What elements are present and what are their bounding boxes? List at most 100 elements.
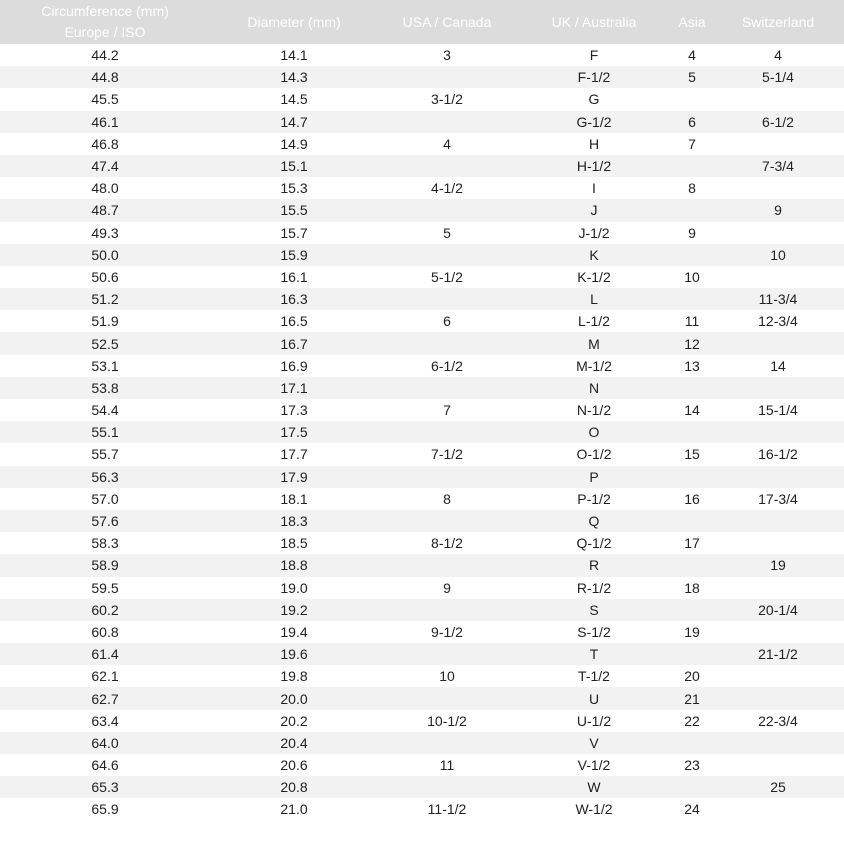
header-circumference: Circumference (mm) Europe / ISO [0,0,210,44]
cell-circumference: 64.0 [0,731,210,754]
cell-asia: 10 [684,268,700,285]
cell-circumference: 44.8 [0,66,210,89]
cell-asia: 24 [684,801,700,818]
cell-circumference: 46.1 [0,110,210,133]
table-row: 57.0 18.1 8 P-1/2 16 17-3/4 [0,488,844,510]
cell-asia: 16 [684,490,700,507]
cell-asia [672,598,712,621]
header-row: Circumference (mm) Europe / ISO Diameter … [0,0,844,44]
table-row: 50.0 15.9 K 10 [0,243,844,266]
cell-switzerland [712,577,844,599]
cell-asia: 23 [684,757,700,774]
cell-circumference: 63.4 [91,712,119,729]
cell-asia: 13 [684,357,700,374]
cell-switzerland [712,88,844,110]
cell-switzerland: 14 [770,357,786,374]
cell-diameter: 20.4 [210,731,378,754]
cell-usa-canada [378,199,516,222]
table-row: 51.2 16.3 L 11-3/4 [0,288,844,311]
cell-uk-australia: H-1/2 [516,154,672,178]
cell-circumference: 50.6 [91,268,119,285]
cell-circumference: 55.7 [91,446,119,463]
cell-usa-canada: 8-1/2 [431,535,463,552]
table-row: 64.6 20.6 11 V-1/2 23 [0,754,844,776]
cell-switzerland: 6-1/2 [712,110,844,133]
cell-usa-canada: 10-1/2 [427,712,467,729]
table-row: 46.1 14.7 G-1/2 6 6-1/2 [0,110,844,133]
header-usa-canada: USA / Canada [378,0,516,44]
cell-uk-australia: K-1/2 [577,268,611,285]
table-row: 44.8 14.3 F-1/2 5 5-1/4 [0,66,844,89]
cell-circumference: 61.4 [0,643,210,666]
cell-usa-canada: 5-1/2 [431,268,463,285]
cell-usa-canada [378,643,516,666]
cell-circumference: 57.6 [0,509,210,533]
table-row: 62.7 20.0 U 21 [0,687,844,710]
cell-circumference: 51.9 [91,313,119,330]
cell-switzerland [712,266,844,288]
cell-uk-australia: U-1/2 [576,712,612,729]
table-row: 64.0 20.4 V [0,731,844,754]
cell-diameter: 16.7 [210,332,378,355]
cell-usa-canada [378,154,516,178]
cell-uk-australia: U [516,687,672,710]
table-row: 51.9 16.5 6 L-1/2 11 12-3/4 [0,310,844,332]
cell-circumference: 57.0 [91,490,119,507]
cell-uk-australia: O [516,421,672,444]
cell-diameter: 18.5 [280,535,308,552]
cell-switzerland [712,421,844,444]
cell-asia: 8 [688,180,696,197]
cell-circumference: 65.9 [91,801,119,818]
cell-usa-canada: 4-1/2 [431,180,463,197]
cell-diameter: 19.8 [280,668,308,685]
cell-usa-canada [378,110,516,133]
cell-diameter: 14.9 [280,135,308,152]
header-circumference-line1: Circumference (mm) [41,3,169,19]
cell-asia [672,554,712,577]
cell-switzerland: 4 [774,47,782,64]
cell-diameter: 18.8 [210,554,378,577]
cell-circumference: 47.4 [0,154,210,178]
cell-diameter: 20.8 [210,776,378,799]
table-row: 57.6 18.3 Q [0,509,844,533]
header-circumference-line2: Europe / ISO [64,24,146,40]
cell-uk-australia: R-1/2 [576,579,612,596]
cell-circumference: 52.5 [0,332,210,355]
cell-asia [672,465,712,488]
cell-uk-australia: P [516,465,672,488]
cell-switzerland [712,621,844,643]
cell-diameter: 21.0 [280,801,308,818]
cell-circumference: 51.2 [0,288,210,311]
cell-usa-canada: 7-1/2 [431,446,463,463]
cell-asia: 17 [684,535,700,552]
table-row: 58.9 18.8 R 19 [0,554,844,577]
cell-uk-australia: Q [516,509,672,533]
cell-uk-australia: Q-1/2 [576,535,612,552]
cell-switzerland [712,798,844,820]
cell-uk-australia: M-1/2 [576,357,612,374]
cell-diameter: 19.2 [210,598,378,621]
cell-diameter: 17.7 [280,446,308,463]
cell-asia: 20 [684,668,700,685]
cell-diameter: 16.1 [280,268,308,285]
cell-diameter: 17.5 [210,421,378,444]
cell-diameter: 20.6 [280,757,308,774]
table-row: 44.2 14.1 3 F 4 4 [0,44,844,66]
table-row: 55.7 17.7 7-1/2 O-1/2 15 16-1/2 [0,443,844,465]
cell-usa-canada [378,731,516,754]
cell-switzerland [712,754,844,776]
cell-uk-australia: G [588,91,600,108]
cell-circumference: 62.7 [0,687,210,710]
cell-diameter: 17.1 [210,376,378,399]
cell-usa-canada [378,687,516,710]
table-row: 48.0 15.3 4-1/2 I 8 [0,177,844,199]
ring-size-table: Circumference (mm) Europe / ISO Diameter … [0,0,844,820]
cell-circumference: 58.9 [0,554,210,577]
table-row: 54.4 17.3 7 N-1/2 14 15-1/4 [0,399,844,421]
cell-switzerland [712,177,844,199]
table-row: 63.4 20.2 10-1/2 U-1/2 22 22-3/4 [0,710,844,732]
cell-switzerland [712,133,844,155]
cell-usa-canada [378,288,516,311]
cell-uk-australia: F-1/2 [516,66,672,89]
cell-switzerland: 15-1/4 [758,402,798,419]
